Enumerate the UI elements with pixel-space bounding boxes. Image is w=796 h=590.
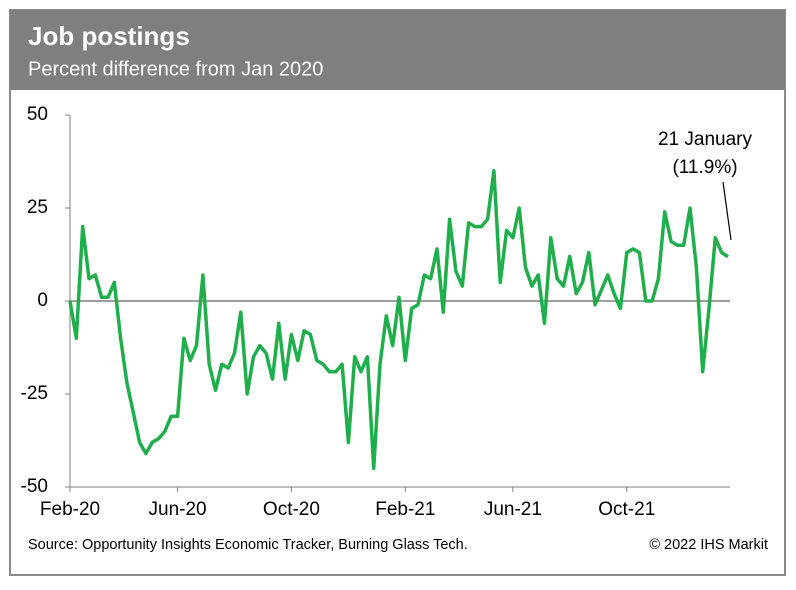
- data-line: [68, 169, 729, 471]
- header: [10, 10, 785, 90]
- annotation-leader: [722, 181, 732, 241]
- chart-title: Job postings: [28, 21, 190, 51]
- x-tick-label: Feb-21: [375, 499, 435, 520]
- x-tick-label: Jun-20: [149, 499, 207, 520]
- y-tick-label: 0: [37, 290, 48, 311]
- source: Source: Opportunity Insights Economic Tr…: [28, 537, 468, 553]
- y-tick-label: -25: [21, 383, 48, 404]
- x-tick-label: Feb-20: [40, 499, 100, 520]
- annotation: 21 January: [658, 129, 753, 150]
- x-tick-label: Jun-21: [484, 499, 542, 520]
- y-tick-label: 25: [27, 197, 48, 218]
- frame: [9, 9, 786, 576]
- chart-subtitle: Percent difference from Jan 2020: [28, 58, 323, 80]
- x-tick-label: Oct-21: [598, 499, 655, 520]
- annotation: (11.9%): [672, 157, 737, 178]
- y-tick-label: -50: [21, 476, 48, 497]
- y-tick-label: 50: [27, 104, 48, 125]
- x-tick-label: Oct-20: [263, 499, 320, 520]
- copyright: © 2022 IHS Markit: [649, 537, 768, 553]
